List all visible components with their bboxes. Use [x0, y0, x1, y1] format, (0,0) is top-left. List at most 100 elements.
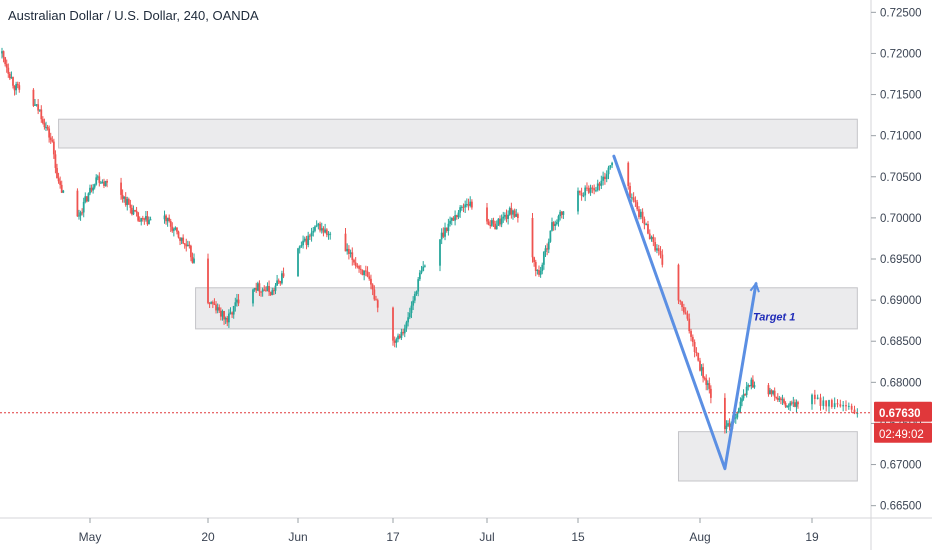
candle	[700, 364, 703, 376]
candle-body	[208, 302, 211, 304]
candle	[410, 301, 413, 319]
candle-body	[819, 397, 822, 406]
candle	[562, 210, 565, 220]
candle-body	[494, 223, 497, 230]
candle	[747, 383, 750, 391]
candle-body	[185, 244, 188, 247]
candle	[634, 196, 637, 207]
candle-body	[582, 195, 585, 197]
candle-body	[652, 236, 655, 242]
candle	[395, 337, 398, 348]
candle-body	[46, 126, 49, 129]
candle	[559, 209, 562, 221]
candle	[654, 237, 657, 252]
candle	[320, 222, 323, 234]
candle-body	[536, 269, 539, 271]
candle	[587, 185, 590, 195]
candle	[596, 179, 599, 192]
candle-body	[786, 406, 789, 408]
candle-body	[486, 207, 488, 222]
candle	[422, 261, 425, 272]
candle-body	[132, 210, 135, 215]
candle-body	[276, 280, 279, 286]
candle	[595, 186, 597, 193]
candle-body	[215, 304, 217, 311]
candle-body	[787, 405, 790, 407]
candle	[703, 376, 706, 381]
candle	[580, 187, 583, 201]
candle-body	[163, 215, 166, 220]
candle	[790, 400, 793, 406]
candle-body	[447, 223, 450, 231]
countdown-badge	[874, 422, 932, 443]
candle	[126, 196, 129, 211]
candle	[723, 393, 726, 434]
candle-body	[705, 378, 708, 385]
candle-body	[395, 339, 398, 343]
candle	[773, 387, 776, 401]
candle-body	[492, 220, 495, 224]
candle	[215, 301, 217, 314]
candle	[305, 235, 308, 250]
candle	[538, 265, 540, 277]
candle	[487, 218, 490, 226]
candle	[641, 208, 644, 224]
candle-body	[645, 224, 648, 226]
candle	[356, 263, 359, 269]
candle	[146, 211, 149, 226]
candle	[744, 393, 747, 396]
candle-body	[99, 182, 102, 184]
candle-body	[190, 245, 192, 258]
candle	[464, 200, 467, 213]
candle-body	[850, 405, 853, 410]
candle-body	[547, 241, 550, 250]
candle-body	[260, 291, 262, 293]
candle-body	[79, 212, 82, 216]
candle	[602, 171, 605, 186]
candle	[373, 285, 376, 301]
candle	[315, 220, 318, 228]
candle	[403, 324, 406, 338]
candle-body	[445, 227, 448, 231]
price-axis[interactable]: 0.72500 0.72000 0.71500 0.71000 0.70500 0.700…	[871, 7, 932, 513]
candle	[652, 234, 655, 247]
candle	[237, 294, 240, 307]
candle-body	[495, 225, 498, 230]
candle	[684, 307, 687, 315]
candle	[329, 231, 332, 240]
candle	[359, 265, 362, 275]
candle	[695, 347, 698, 357]
projection-arrowhead	[749, 281, 760, 293]
candle-body	[49, 137, 52, 140]
candle	[839, 399, 842, 408]
candle	[830, 398, 833, 409]
candle-body	[609, 165, 612, 168]
time-tick-label: 20	[201, 530, 215, 544]
candle-body	[607, 167, 610, 175]
time-axis[interactable]: May 20 Jun 17 Jul 15 Aug 19	[79, 518, 819, 544]
candle-body	[13, 85, 16, 91]
target-label: Target 1	[753, 312, 795, 324]
candle	[500, 214, 503, 228]
candle-body	[420, 270, 423, 273]
candle	[397, 333, 399, 343]
candle	[417, 276, 420, 297]
candle-body	[398, 335, 401, 338]
candle	[223, 310, 225, 325]
candle-body	[237, 299, 240, 304]
candle-body	[691, 336, 694, 342]
candle	[363, 270, 366, 281]
candle-body	[684, 312, 687, 314]
candle-body	[213, 303, 216, 305]
candle-body	[734, 417, 737, 419]
candle-body	[7, 67, 10, 74]
candle	[449, 216, 451, 227]
candle	[439, 239, 441, 272]
candle-body	[134, 210, 136, 212]
candle	[737, 407, 740, 414]
candle-body	[555, 222, 558, 225]
candle-body	[745, 386, 748, 395]
candle	[211, 300, 214, 309]
